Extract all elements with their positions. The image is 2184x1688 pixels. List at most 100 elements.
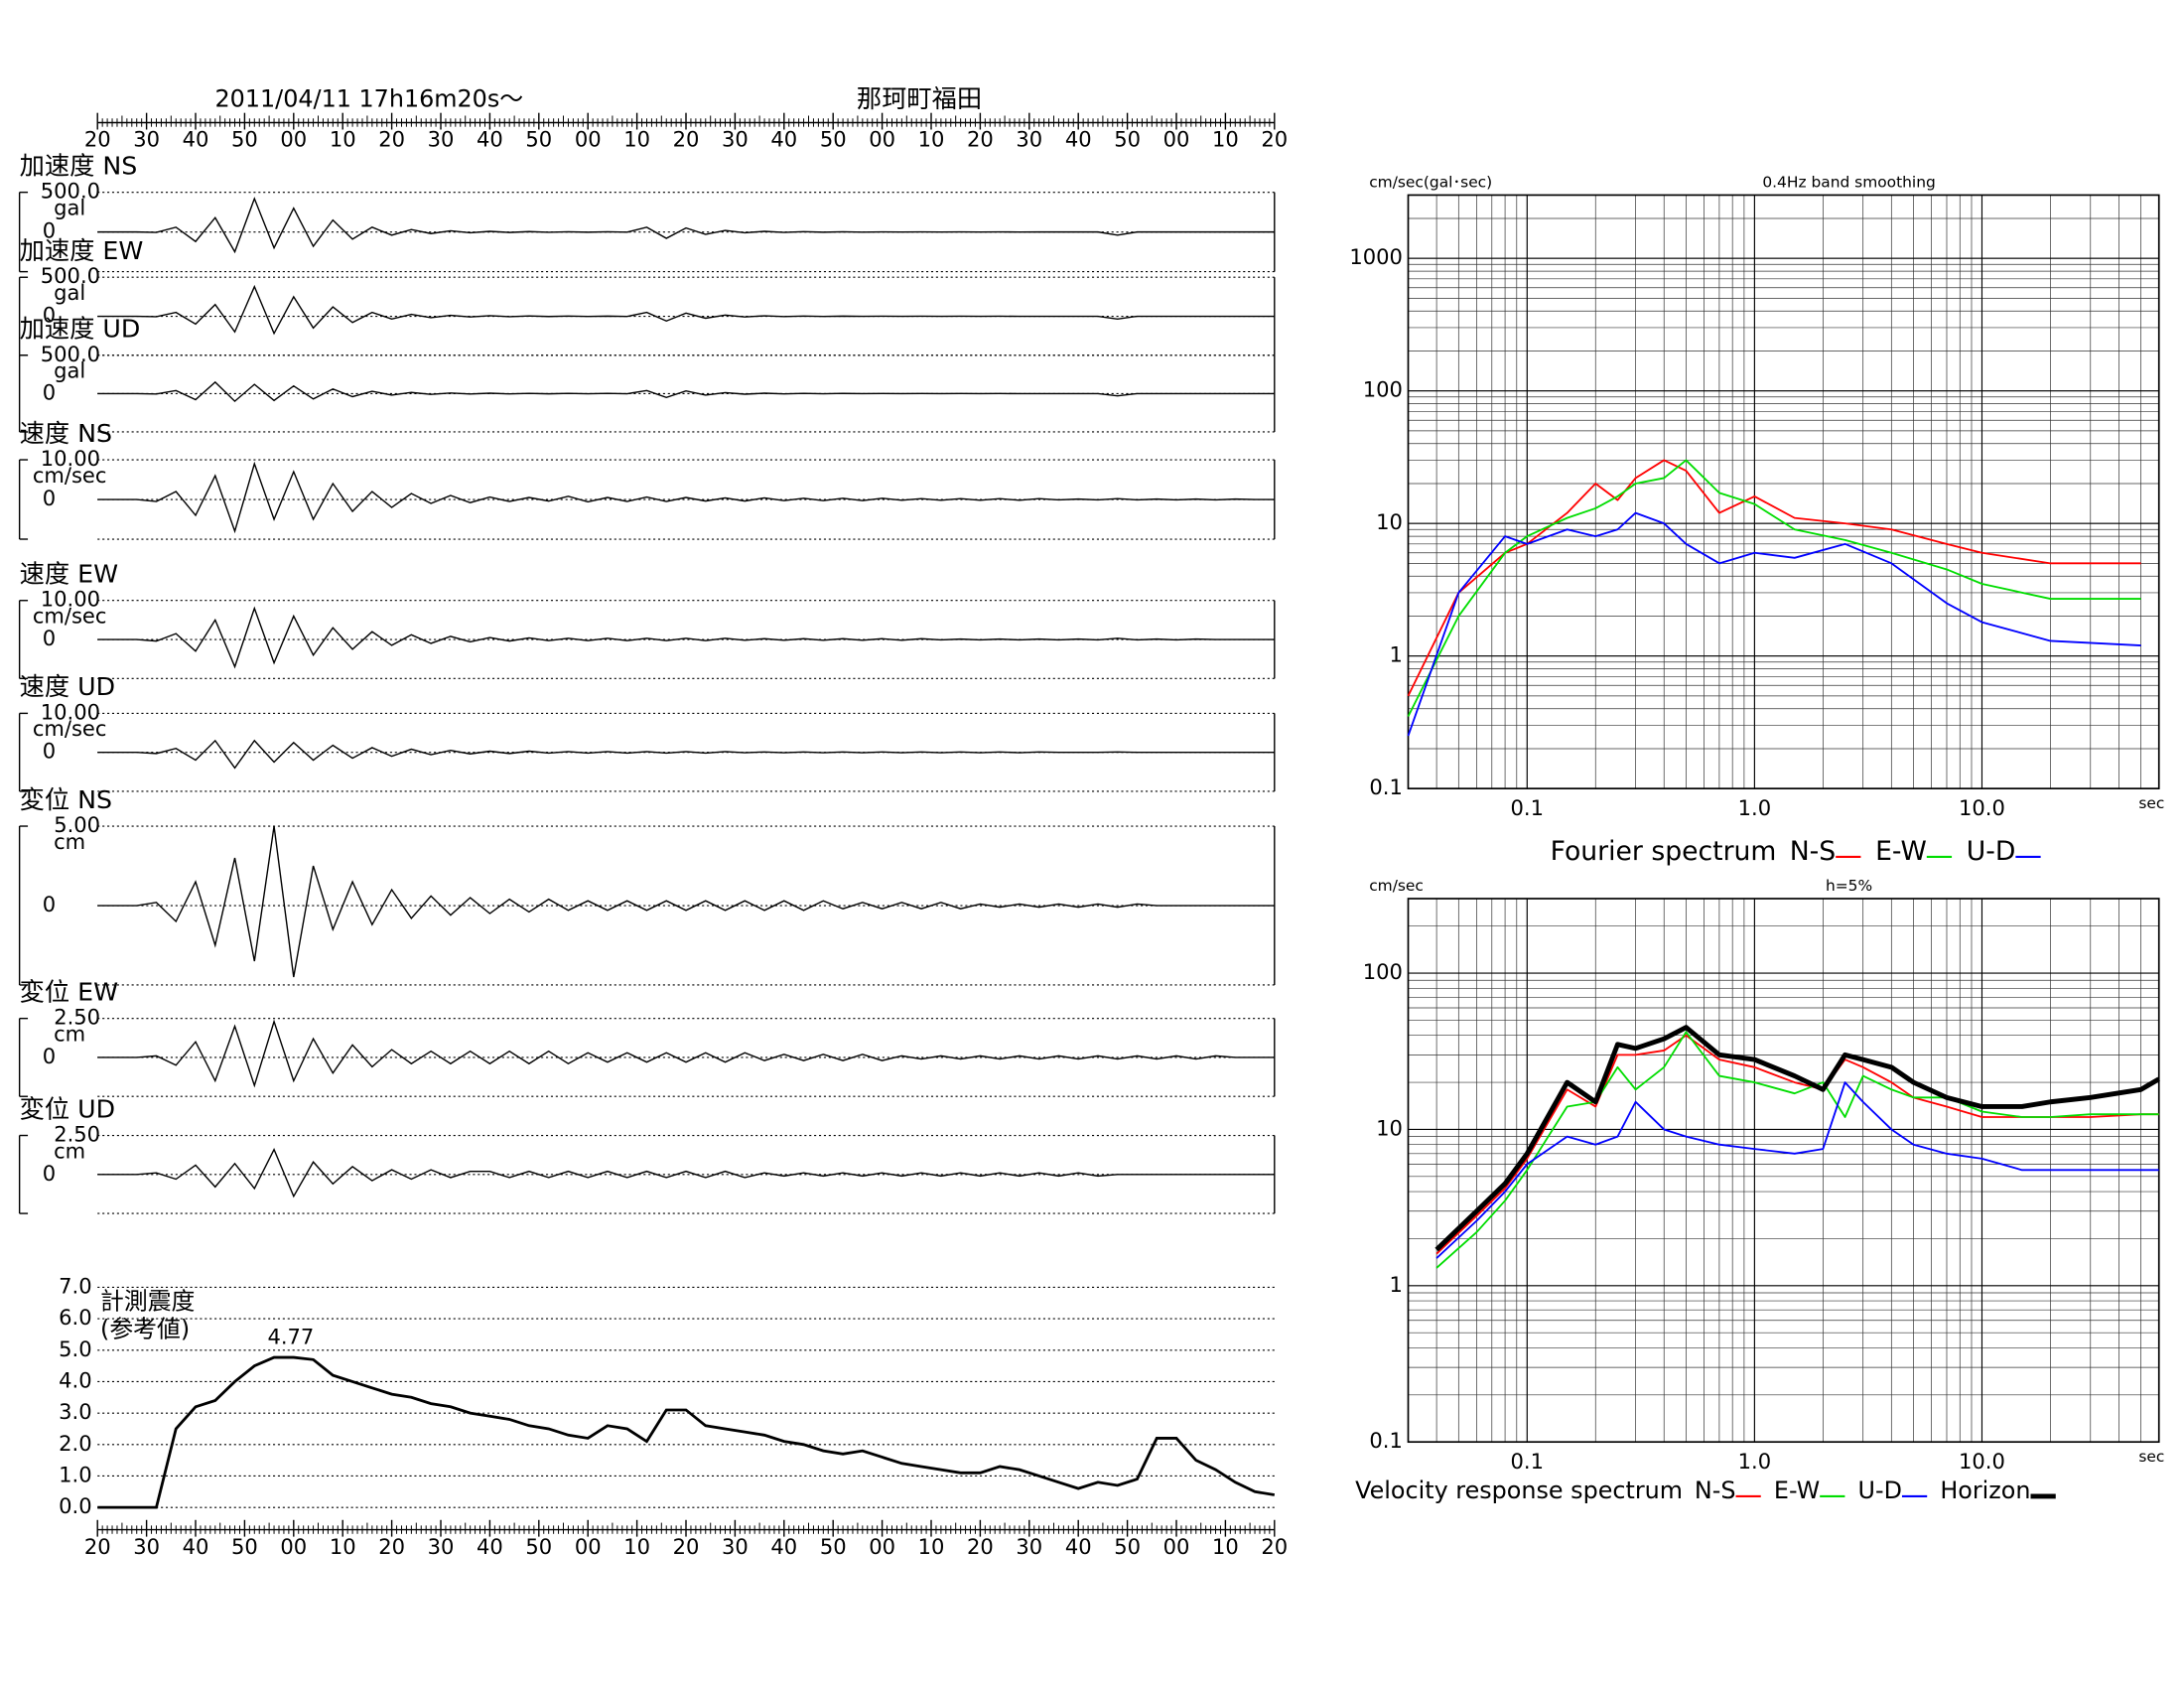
x-tick-label: 20	[967, 127, 994, 152]
y-tick-label: 4.0	[59, 1367, 91, 1392]
legend-label: N-S	[1695, 1477, 1736, 1504]
y-tick-label: 1.0	[59, 1462, 91, 1486]
plot-subtitle: 0.4Hz band smoothing	[1762, 173, 1935, 191]
y-tick-label: 0.1	[1369, 774, 1402, 799]
x-tick-label: 20	[673, 127, 700, 152]
trace	[97, 284, 1275, 336]
x-axis-label: sec	[2138, 794, 2164, 812]
y-tick-label: 500.0	[41, 342, 100, 366]
trace	[97, 380, 1275, 403]
spectrum-line	[1407, 459, 2141, 717]
plot-subtitle: h=5%	[1826, 877, 1872, 895]
x-tick-label: 10	[1212, 127, 1239, 152]
y-tick-label: 2.50	[54, 1122, 100, 1147]
y-tick-label: 0	[43, 218, 56, 243]
x-tick-label: 40	[183, 127, 209, 152]
x-tick-label: 50	[1114, 1534, 1141, 1559]
trace	[97, 606, 1275, 669]
unit-label: cm/sec	[33, 604, 107, 629]
x-tick-label: 1.0	[1738, 1449, 1771, 1474]
peak-label: 4.77	[267, 1324, 314, 1348]
legend-title: Fourier spectrum	[1551, 836, 1777, 867]
x-tick-label: 50	[820, 127, 847, 152]
legend-label: U-D	[1967, 836, 2016, 867]
unit-label: cm/sec	[33, 716, 107, 741]
spectrum-line	[1407, 511, 2141, 737]
x-tick-label: 10.0	[1959, 795, 2005, 820]
x-tick-label: 40	[1065, 127, 1092, 152]
x-tick-label: 50	[820, 1534, 847, 1559]
trace	[97, 197, 1275, 254]
x-tick-label: 00	[575, 1534, 602, 1559]
x-tick-label: 50	[525, 127, 552, 152]
y-tick-label: 5.00	[54, 812, 100, 837]
intensity-line	[97, 1355, 1276, 1509]
x-tick-label: 40	[477, 127, 503, 152]
trace	[97, 825, 1275, 978]
x-tick-label: 30	[1016, 1534, 1042, 1559]
trace-title: 速度 NS	[20, 419, 112, 448]
trace-title: 変位 NS	[20, 785, 112, 814]
trace-title: 変位 UD	[20, 1094, 115, 1123]
x-tick-label: 00	[869, 127, 895, 152]
trace	[97, 1147, 1275, 1198]
y-tick-label: 10.00	[41, 587, 100, 612]
y-tick-label: 100	[1363, 377, 1403, 402]
y-tick-label: 0	[43, 303, 56, 328]
unit-label: cm	[54, 829, 85, 854]
x-tick-label: 40	[770, 1534, 797, 1559]
x-tick-label: 00	[1163, 127, 1190, 152]
x-tick-label: 40	[770, 127, 797, 152]
x-tick-label: 30	[133, 1534, 160, 1559]
unit-label: gal	[54, 358, 85, 383]
y-axis-label: (参考値)	[100, 1315, 190, 1342]
x-tick-label: 30	[428, 1534, 455, 1559]
y-tick-label: 0.1	[1369, 1428, 1402, 1453]
unit-label: cm	[54, 1022, 85, 1047]
y-tick-label: 6.0	[59, 1305, 91, 1330]
x-tick-label: 50	[1114, 127, 1141, 152]
y-tick-label: 10	[1376, 509, 1403, 534]
x-tick-label: 30	[133, 127, 160, 152]
spectrum-line	[1435, 1081, 2159, 1259]
x-tick-label: 50	[231, 127, 258, 152]
y-tick-label: 0	[43, 739, 56, 764]
x-tick-label: 20	[1261, 1534, 1288, 1559]
y-axis-label: 計測震度	[100, 1287, 195, 1315]
y-tick-label: 7.0	[59, 1273, 91, 1298]
x-tick-label: 20	[84, 1534, 111, 1559]
legend-label: U-D	[1858, 1477, 1902, 1504]
unit-label: cm/sec	[33, 463, 107, 488]
y-tick-label: 1	[1389, 1272, 1402, 1297]
y-tick-label: 2.50	[54, 1005, 100, 1030]
x-tick-label: 10	[623, 127, 650, 152]
y-tick-label: 0.0	[59, 1493, 91, 1518]
x-tick-label: 10	[623, 1534, 650, 1559]
y-tick-label: 100	[1363, 959, 1403, 984]
x-tick-label: 30	[722, 127, 749, 152]
chart-title: 2011/04/11 17h16m20s～	[214, 85, 523, 113]
y-tick-label: 1	[1389, 642, 1402, 667]
y-tick-label: 1000	[1349, 244, 1403, 269]
trace-title: 変位 EW	[20, 977, 118, 1006]
y-tick-label: 2.0	[59, 1431, 91, 1456]
x-tick-label: 50	[525, 1534, 552, 1559]
x-tick-label: 20	[967, 1534, 994, 1559]
x-tick-label: 00	[280, 127, 307, 152]
x-tick-label: 40	[477, 1534, 503, 1559]
x-tick-label: 30	[1016, 127, 1042, 152]
unit-label: gal	[54, 195, 85, 219]
x-tick-label: 10	[330, 127, 356, 152]
unit-label: cm	[54, 1138, 85, 1163]
x-axis-label: sec	[2138, 1448, 2164, 1466]
x-tick-label: 1.0	[1738, 795, 1771, 820]
y-tick-label: 500.0	[41, 263, 100, 288]
y-tick-label: 5.0	[59, 1336, 91, 1361]
legend-label: Horizon	[1940, 1477, 2030, 1504]
x-tick-label: 20	[673, 1534, 700, 1559]
y-tick-label: 10	[1376, 1115, 1403, 1140]
x-tick-label: 10	[1212, 1534, 1239, 1559]
y-tick-label: 0	[43, 626, 56, 650]
